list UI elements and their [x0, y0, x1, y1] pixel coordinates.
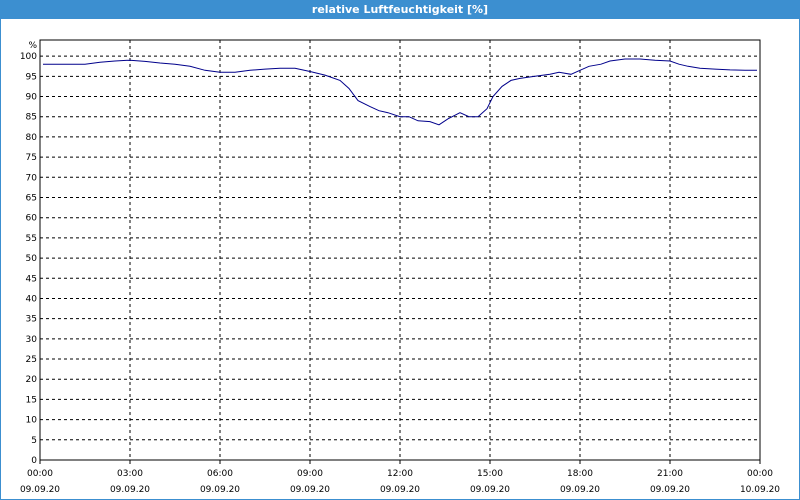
series-line: [43, 58, 757, 126]
y-tick-label: 60: [26, 214, 38, 224]
y-tick-label: 20: [26, 375, 38, 385]
x-tick-date: 09.09.20: [200, 485, 240, 495]
y-tick-label: 50: [26, 254, 38, 264]
x-axis: 00:00 09.09.20 03:00 09.09.20 06:00 09.09.20 0…: [20, 460, 780, 495]
y-tick-label: 30: [26, 335, 38, 345]
x-tick-time: 00:00: [27, 469, 53, 479]
y-tick-label: 55: [26, 234, 37, 244]
x-tick-time: 12:00: [387, 469, 413, 479]
x-tick-time: 09:00: [297, 469, 323, 479]
x-tick-time: 21:00: [657, 469, 683, 479]
x-tick-time: 00:00: [747, 469, 773, 479]
x-tick-date: 09.09.20: [560, 485, 600, 495]
x-tick-date: 09.09.20: [20, 485, 60, 495]
x-tick-date: 09.09.20: [380, 485, 420, 495]
x-tick-time: 06:00: [207, 469, 233, 479]
x-tick-time: 03:00: [117, 469, 143, 479]
x-tick-date: 09.09.20: [110, 485, 150, 495]
y-tick-label: 70: [26, 173, 38, 183]
y-tick-label: 15: [26, 395, 37, 405]
y-tick-label: 45: [26, 274, 37, 284]
y-tick-label: 95: [26, 72, 37, 82]
x-tick-time: 15:00: [477, 469, 503, 479]
grid: [40, 40, 760, 460]
y-tick-label: 35: [26, 315, 37, 325]
y-tick-label: 0: [31, 456, 37, 466]
y-unit-label: %: [28, 41, 37, 51]
x-tick-date: 10.09.20: [740, 485, 780, 495]
y-tick-label: 65: [26, 194, 37, 204]
y-tick-label: 85: [26, 113, 37, 123]
window-title: relative Luftfeuchtigkeit [%]: [1, 1, 799, 19]
y-tick-label: 40: [26, 294, 38, 304]
y-tick-label: 75: [26, 153, 37, 163]
y-tick-label: 90: [26, 93, 38, 103]
y-axis: 0 5 10 15 20 25 30 35 40 45 50 55 60 65 70 75 80 85 90 95 10…: [20, 52, 37, 466]
y-tick-label: 10: [26, 416, 38, 426]
x-tick-date: 09.09.20: [470, 485, 510, 495]
x-tick-date: 09.09.20: [290, 485, 330, 495]
x-tick-date: 09.09.20: [650, 485, 690, 495]
y-tick-label: 25: [26, 355, 37, 365]
x-tick-time: 18:00: [567, 469, 593, 479]
y-tick-label: 5: [31, 436, 37, 446]
y-tick-label: 100: [20, 52, 37, 62]
y-tick-label: 80: [26, 133, 38, 143]
